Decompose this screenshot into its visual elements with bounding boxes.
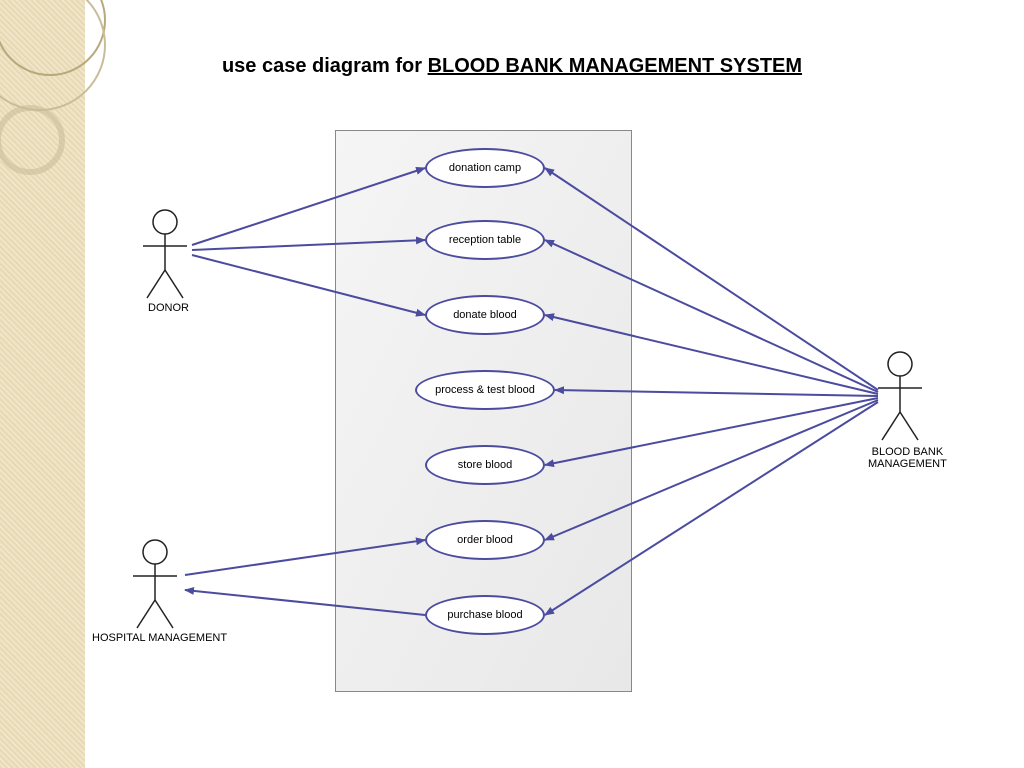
decoration-rings (0, 0, 160, 220)
usecase-donation-camp: donation camp (425, 148, 545, 188)
usecase-reception-table: reception table (425, 220, 545, 260)
diagram-title: use case diagram for BLOOD BANK MANAGEME… (0, 55, 1024, 78)
actor-hospital (133, 540, 177, 628)
usecase-order-blood: order blood (425, 520, 545, 560)
actor-donor (143, 210, 187, 298)
actor-bank (878, 352, 922, 440)
actor-label-donor: DONOR (148, 302, 189, 314)
usecase-purchase-blood: purchase blood (425, 595, 545, 635)
usecase-donate-blood: donate blood (425, 295, 545, 335)
title-main: BLOOD BANK MANAGEMENT SYSTEM (428, 55, 802, 77)
title-prefix: use case diagram for (222, 55, 428, 77)
usecase-store-blood: store blood (425, 445, 545, 485)
actor-label-bank: BLOOD BANKMANAGEMENT (868, 446, 947, 470)
actor-label-hospital: HOSPITAL MANAGEMENT (92, 632, 227, 644)
usecase-process-test: process & test blood (415, 370, 555, 410)
